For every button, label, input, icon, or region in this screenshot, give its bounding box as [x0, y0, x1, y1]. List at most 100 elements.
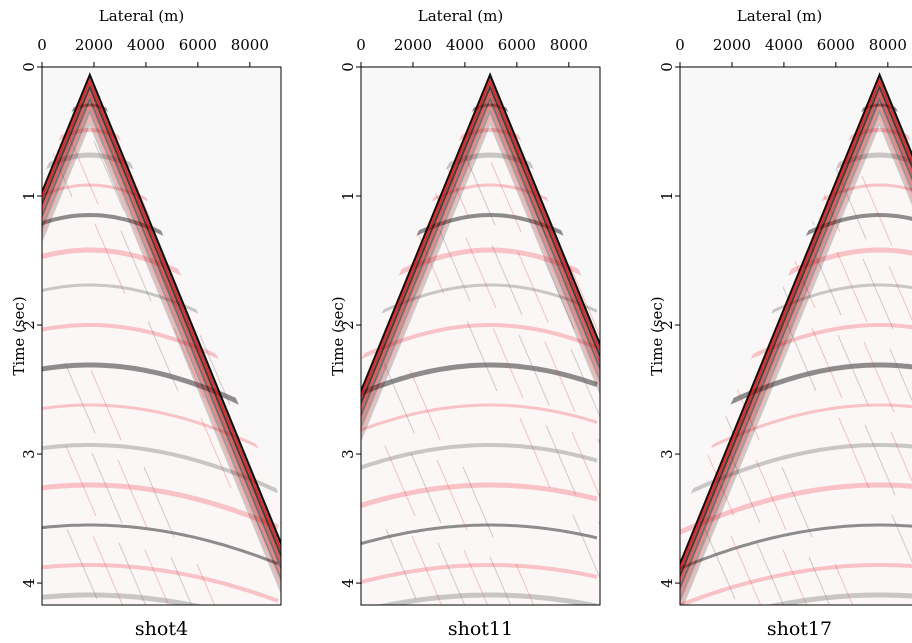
reflection	[361, 443, 598, 470]
direct-arrival	[680, 90, 912, 585]
noise	[888, 265, 912, 337]
noise	[383, 362, 415, 434]
noise	[411, 535, 443, 605]
noise	[173, 327, 205, 399]
noise	[569, 265, 600, 337]
noise	[782, 549, 814, 605]
direct-arrival	[42, 96, 281, 571]
direct-arrival	[680, 108, 912, 603]
direct-arrival	[361, 102, 600, 425]
reflection	[361, 523, 598, 546]
y-tick-label: 0	[339, 62, 357, 72]
direct-arrival	[42, 102, 281, 577]
noise	[598, 521, 600, 593]
x-axis-label: Lateral (m)	[737, 7, 822, 25]
y-tick-label: 4	[339, 578, 357, 588]
y-tick-label: 1	[339, 191, 357, 201]
x-tick-label: 0	[356, 36, 366, 54]
noise	[143, 466, 175, 538]
noise	[838, 417, 870, 489]
reflection	[42, 592, 279, 605]
noise	[196, 563, 228, 605]
x-tick-label: 6000	[179, 36, 217, 54]
x-tick-label: 2000	[394, 36, 432, 54]
noise	[545, 424, 577, 496]
noise	[572, 514, 600, 586]
direct-arrival	[361, 84, 600, 407]
noise	[755, 459, 787, 531]
caption: shot17	[767, 618, 832, 640]
direct-arrival	[361, 72, 600, 395]
noise	[544, 341, 576, 413]
x-tick-label: 8000	[550, 36, 588, 54]
direct-arrival	[361, 90, 600, 413]
noise	[490, 161, 522, 233]
noise	[279, 521, 281, 593]
y-tick-label: 1	[658, 191, 676, 201]
y-tick-label: 3	[339, 449, 357, 459]
noise	[864, 424, 896, 496]
caption: shot11	[448, 618, 513, 640]
noise	[463, 549, 495, 605]
y-axis-label: Time (sec)	[329, 296, 347, 375]
noise	[120, 230, 152, 302]
caption: shot4	[135, 618, 188, 640]
x-tick-label: 4000	[765, 36, 803, 54]
x-tick-label: 0	[37, 36, 47, 54]
reflection	[680, 482, 912, 535]
noise	[811, 327, 843, 399]
noise	[863, 341, 895, 413]
noise	[729, 452, 761, 524]
direct-arrival	[42, 84, 281, 559]
noise	[144, 549, 176, 605]
reflection	[680, 563, 912, 605]
reflection	[361, 403, 598, 432]
reflection	[361, 283, 598, 324]
direct-arrival	[42, 72, 281, 547]
reflection	[361, 362, 598, 396]
noise	[597, 438, 600, 510]
reflection	[680, 523, 912, 570]
noise	[117, 459, 149, 531]
reflection	[680, 592, 912, 605]
reflection	[361, 592, 598, 605]
reflection	[42, 563, 279, 603]
direct-arrival	[680, 84, 912, 579]
direct-arrival	[42, 78, 281, 553]
x-tick-label: 2000	[75, 36, 113, 54]
noise	[571, 431, 600, 503]
y-tick-label: 2	[658, 320, 676, 330]
direct-arrival	[42, 120, 281, 595]
direct-arrival	[42, 108, 281, 583]
noise	[199, 334, 231, 406]
y-tick-label: 0	[658, 62, 676, 72]
noise	[437, 542, 469, 605]
x-tick-label: 0	[675, 36, 685, 54]
noise	[410, 452, 442, 524]
noise	[277, 355, 281, 427]
noise	[90, 369, 122, 441]
noise	[570, 348, 600, 420]
direct-arrival	[680, 114, 912, 605]
direct-arrival	[361, 96, 600, 419]
panel: 0 2000 4000 6000 8000 Lateral (m) 0 1 2 3 4 Time (s…	[10, 7, 282, 640]
x-tick-label: 6000	[498, 36, 536, 54]
noise	[170, 556, 202, 605]
noise	[730, 535, 762, 605]
noise	[462, 466, 494, 538]
direct-arrival	[680, 72, 912, 567]
noise	[518, 334, 550, 406]
noise	[278, 438, 281, 510]
x-tick-label: 8000	[869, 36, 907, 54]
reflection	[361, 323, 598, 360]
direct-arrival	[42, 114, 281, 589]
x-tick-label: 4000	[127, 36, 165, 54]
noise	[492, 327, 524, 399]
x-tick-label: 4000	[446, 36, 484, 54]
noise	[439, 230, 471, 302]
direct-arrival	[361, 114, 600, 437]
noise	[862, 258, 894, 330]
x-axis-label: Lateral (m)	[418, 7, 503, 25]
y-axis-label: Time (sec)	[648, 296, 666, 375]
y-tick-label: 3	[658, 449, 676, 459]
